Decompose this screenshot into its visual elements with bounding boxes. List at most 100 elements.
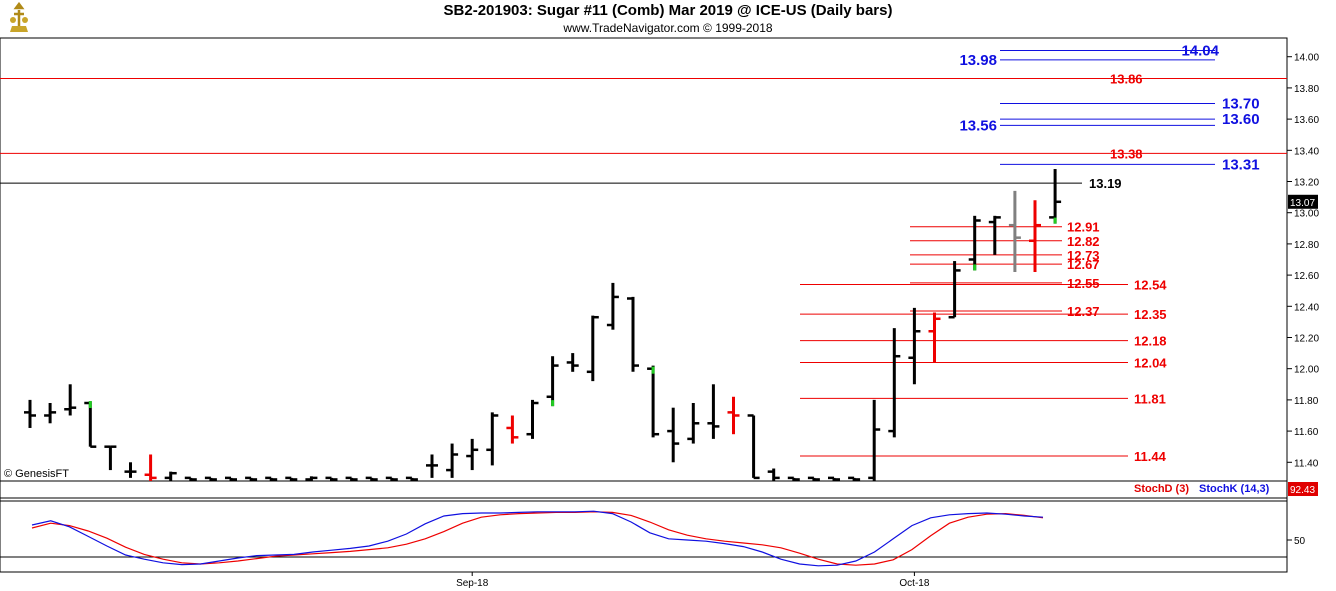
- ohlc-bar: [24, 399, 36, 428]
- ohlc-bar: [667, 407, 680, 463]
- y-axis-tick-label: 12.60: [1294, 271, 1319, 282]
- gold-bull-logo-icon: [10, 2, 28, 32]
- ohlc-bar: [204, 476, 217, 481]
- x-axis-tick-label: Sep-18: [456, 578, 489, 589]
- ohlc-bar: [627, 296, 639, 372]
- ohlc-bar: [747, 414, 760, 480]
- ohlc-bar: [245, 476, 258, 481]
- y-axis-tick-label: 13.60: [1294, 115, 1319, 126]
- ohlc-bar: [446, 443, 459, 478]
- stoch-line: [31, 510, 1044, 567]
- ohlc-bar: [225, 476, 237, 481]
- ohlc-bar: [647, 365, 660, 438]
- price-level-label: 12.91: [1067, 220, 1100, 235]
- ohlc-bar: [84, 401, 97, 448]
- price-level-label: 13.19: [1089, 176, 1122, 191]
- ohlc-bar: [606, 282, 619, 330]
- ohlc-bar: [526, 399, 539, 439]
- ohlc-bar: [64, 384, 77, 416]
- ohlc-bar: [385, 476, 398, 481]
- ohlc-bar: [928, 312, 941, 363]
- x-axis-tick-label: Oct-18: [899, 578, 929, 589]
- ohlc-bar: [144, 454, 157, 481]
- y-axis-tick-label: 12.00: [1294, 365, 1319, 376]
- price-level-label: 11.81: [1134, 391, 1166, 406]
- y-axis-tick-label: 12.20: [1294, 333, 1319, 344]
- price-level-label: 13.38: [1110, 146, 1143, 161]
- ohlc-bar: [325, 476, 338, 481]
- ohlc-bar: [828, 476, 840, 481]
- price-level-label: 12.73: [1067, 248, 1100, 263]
- price-level-label: 12.67: [1067, 257, 1100, 272]
- ohlc-bar: [968, 215, 981, 271]
- y-axis-tick-label: 13.20: [1294, 178, 1319, 189]
- price-level-label: 14.04: [1181, 42, 1219, 59]
- price-level-label: 12.04: [1134, 355, 1167, 370]
- ohlc-bar: [486, 412, 499, 466]
- ohlc-bar: [787, 476, 800, 481]
- ohlc-bar: [506, 415, 519, 444]
- chart-title: SB2-201903: Sugar #11 (Comb) Mar 2019 @ …: [443, 2, 893, 19]
- ohlc-bar: [586, 315, 599, 382]
- ohlc-bar: [305, 476, 318, 481]
- ohlc-bar: [807, 476, 820, 481]
- ohlc-bar: [1049, 169, 1062, 224]
- ohlc-bar: [285, 476, 298, 481]
- ohlc-bar: [104, 445, 117, 471]
- y-axis-tick-label: 13.00: [1294, 209, 1319, 220]
- ohlc-bar: [365, 476, 378, 481]
- stoch-last-flag: [1288, 482, 1318, 496]
- ohlc-bar: [908, 307, 921, 385]
- price-level-label: 12.54: [1134, 277, 1167, 292]
- price-level-label: 12.18: [1134, 334, 1167, 349]
- data-credit: © GenesisFT: [4, 468, 69, 480]
- ohlc-bar: [948, 261, 961, 319]
- y-axis-tick-label: 11.80: [1294, 396, 1319, 407]
- price-level-label: 11.44: [1134, 449, 1167, 464]
- ohlc-bar: [44, 403, 57, 424]
- ohlc-bar: [426, 454, 438, 478]
- ohlc-bar: [566, 353, 579, 372]
- y-axis-tick-label: 11.60: [1294, 427, 1319, 438]
- ohlc-bar: [1029, 200, 1041, 272]
- price-level-label: 13.86: [1110, 72, 1143, 87]
- ohlc-bar: [405, 476, 418, 481]
- ohlc-bar: [888, 328, 901, 438]
- ohlc-bar: [868, 399, 881, 481]
- legend-stoch-k: StochK (14,3): [1199, 483, 1270, 495]
- last-price-label: 13.07: [1290, 198, 1315, 209]
- ohlc-bar: [466, 438, 479, 471]
- ohlc-bar: [687, 403, 700, 444]
- ohlc-bar: [345, 476, 358, 481]
- ohlc-bar: [767, 468, 780, 481]
- ohlc-bar: [184, 476, 197, 481]
- price-level-label: 12.82: [1067, 234, 1100, 249]
- y-axis-tick-label: 13.40: [1294, 146, 1319, 157]
- ohlc-bar: [848, 476, 861, 481]
- stoch-last-label: 92.43: [1290, 485, 1315, 496]
- ohlc-bar: [265, 476, 278, 481]
- ohlc-bar: [1008, 190, 1021, 272]
- ohlc-bar: [164, 471, 177, 481]
- y-axis-tick-label: 11.40: [1294, 458, 1319, 469]
- y-axis-tick-label: 12.80: [1294, 240, 1319, 251]
- stoch-axis-tick-label: 50: [1294, 536, 1306, 547]
- ohlc-bar: [546, 356, 559, 407]
- price-level-label: 12.37: [1067, 304, 1100, 319]
- ohlc-bar: [988, 215, 1001, 255]
- y-axis-tick-label: 13.80: [1294, 84, 1319, 95]
- chart-subtitle: www.TradeNavigator.com © 1999-2018: [563, 21, 773, 35]
- legend-stoch-d: StochD (3): [1134, 483, 1189, 495]
- price-level-label: 13.70: [1222, 96, 1260, 113]
- ohlc-bar: [727, 396, 740, 435]
- price-level-label: 13.60: [1222, 111, 1260, 128]
- y-axis-tick-label: 12.40: [1294, 302, 1319, 313]
- ohlc-bar: [707, 384, 720, 439]
- price-level-label: 13.31: [1222, 156, 1260, 173]
- ohlc-bar: [124, 462, 137, 478]
- price-level-label: 13.56: [959, 117, 997, 134]
- price-level-label: 13.98: [959, 52, 997, 69]
- price-level-label: 12.55: [1067, 276, 1100, 291]
